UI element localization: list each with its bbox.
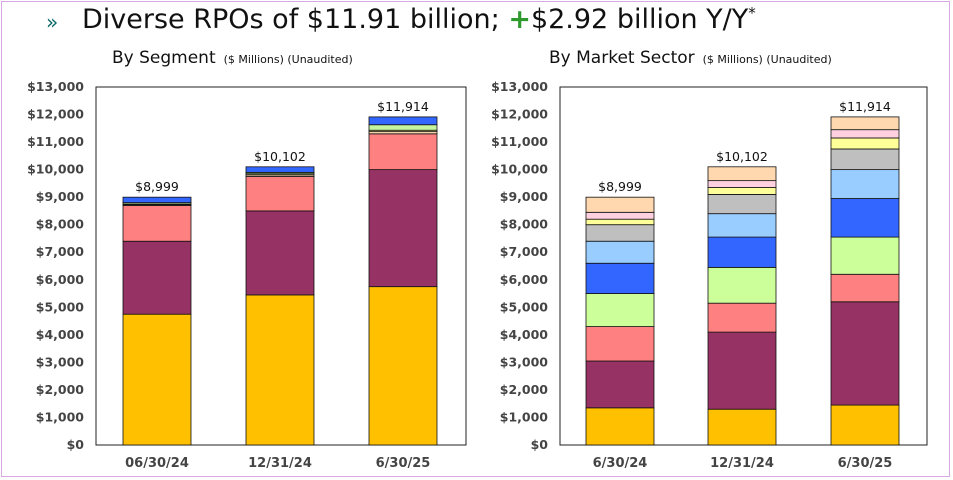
plus-sign: +: [508, 4, 531, 35]
sector-bar-segment: [707, 193, 777, 215]
sector-bar-segment: [585, 196, 655, 213]
sector-bar-segment: [585, 224, 655, 242]
sector-y-tick-label: $12,000: [491, 107, 548, 122]
sector-y-tick-label: $0: [531, 437, 549, 452]
sector-bar-segment: [707, 187, 777, 195]
sector-bar-segment: [707, 166, 777, 182]
sector-bar-segment: [585, 262, 655, 294]
segment-bar-segment: [368, 116, 438, 126]
sector-bar-segment: [707, 180, 777, 188]
headline-part-b: $2.92 billion Y/Y: [530, 4, 749, 35]
sector-bar-segment: [707, 408, 777, 446]
sector-bar-segment: [830, 301, 900, 406]
sector-bar-segment: [830, 236, 900, 275]
sector-bar-segment: [707, 266, 777, 304]
sector-y-tick-label: $6,000: [500, 272, 549, 287]
sector-total-label: $8,999: [598, 179, 642, 194]
segment-y-tick-label: $10,000: [27, 162, 84, 177]
segment-y-tick-label: $12,000: [27, 107, 84, 122]
segment-bar-segment: [245, 176, 315, 212]
segment-y-tick-label: $11,000: [27, 134, 84, 149]
segment-bar-segment: [122, 196, 192, 204]
segment-bar-segment: [368, 286, 438, 446]
sector-x-tick-label: 6/30/25: [838, 456, 893, 471]
sector-y-tick-label: $11,000: [491, 134, 548, 149]
sector-bar-segment: [585, 326, 655, 362]
sector-y-tick-label: $9,000: [500, 189, 549, 204]
sector-bar-segment: [830, 404, 900, 446]
sector-subtitle: ($ Millions) (Unaudited): [702, 53, 832, 66]
sector-bar-segment: [830, 198, 900, 238]
segment-y-tick-label: $13,000: [27, 79, 84, 94]
segment-bar-segment: [368, 169, 438, 288]
bullet-icon: »: [46, 10, 59, 34]
sector-x-tick-label: 6/30/24: [593, 456, 648, 471]
sector-x-tick-label: 12/31/24: [710, 456, 774, 471]
segment-y-tick-label: $7,000: [36, 244, 85, 259]
segment-bar-segment: [245, 294, 315, 446]
sector-y-tick-label: $8,000: [500, 217, 549, 232]
sector-y-tick-label: $2,000: [500, 382, 549, 397]
segment-y-tick-label: $8,000: [36, 217, 85, 232]
segment-y-tick-label: $2,000: [36, 382, 85, 397]
sector-bar-segment: [585, 360, 655, 409]
sector-bar-segment: [830, 148, 900, 171]
sector-total-label: $10,102: [716, 149, 768, 164]
segment-subtitle: ($ Millions) (Unaudited): [223, 53, 353, 66]
sector-y-tick-label: $10,000: [491, 162, 548, 177]
segment-y-tick-label: $9,000: [36, 189, 85, 204]
segment-chart-title: By Segment ($ Millions) (Unaudited): [112, 48, 353, 68]
sector-bar-segment: [707, 236, 777, 268]
segment-y-tick-label: $4,000: [36, 327, 85, 342]
sector-bar-segment: [830, 137, 900, 150]
segment-bar-segment: [122, 205, 192, 242]
segment-x-tick-label: 12/31/24: [248, 456, 312, 471]
sector-bar-segment: [707, 302, 777, 333]
segment-y-tick-label: $6,000: [36, 272, 85, 287]
segment-bar-segment: [245, 210, 315, 296]
sector-bar-segment: [585, 407, 655, 446]
segment-total-label: $10,102: [254, 149, 306, 164]
segment-x-tick-label: 06/30/24: [125, 456, 189, 471]
sector-y-tick-label: $5,000: [500, 299, 549, 314]
segment-y-tick-label: $1,000: [36, 409, 85, 424]
sector-bar-segment: [585, 211, 655, 220]
sector-y-tick-label: $13,000: [491, 79, 548, 94]
sector-y-tick-label: $4,000: [500, 327, 549, 342]
segment-bar-segment: [122, 240, 192, 315]
sector-title: By Market Sector: [549, 48, 695, 68]
sector-bar-segment: [585, 240, 655, 264]
headline-text: Diverse RPOs of $11.91 billion; +$2.92 b…: [82, 4, 756, 35]
segment-title: By Segment: [112, 48, 216, 68]
segment-y-tick-label: $0: [67, 437, 85, 452]
headline-part-a: Diverse RPOs of $11.91 billion;: [82, 4, 509, 35]
segment-total-label: $11,914: [377, 99, 429, 114]
sector-y-tick-label: $7,000: [500, 244, 549, 259]
segment-bar-segment: [368, 124, 438, 131]
sector-y-tick-label: $3,000: [500, 354, 549, 369]
segment-y-tick-label: $3,000: [36, 354, 85, 369]
segment-bar-segment: [368, 133, 438, 171]
sector-bar-segment: [830, 169, 900, 199]
sector-chart-title: By Market Sector ($ Millions) (Unaudited): [549, 48, 832, 68]
sector-bar-segment: [830, 129, 900, 139]
sector-bar-segment: [707, 213, 777, 238]
sector-bar-segment: [585, 293, 655, 327]
footnote-asterisk: *: [748, 4, 756, 22]
sector-bar-segment: [830, 116, 900, 131]
segment-bar-segment: [122, 313, 192, 446]
sector-y-tick-label: $1,000: [500, 409, 549, 424]
sector-bar-segment: [830, 273, 900, 303]
segment-x-tick-label: 6/30/25: [376, 456, 431, 471]
sector-bar-segment: [585, 218, 655, 226]
sector-total-label: $11,914: [839, 99, 891, 114]
segment-bar-segment: [245, 166, 315, 173]
sector-bar-segment: [707, 331, 777, 410]
segment-y-tick-label: $5,000: [36, 299, 85, 314]
segment-total-label: $8,999: [135, 179, 179, 194]
